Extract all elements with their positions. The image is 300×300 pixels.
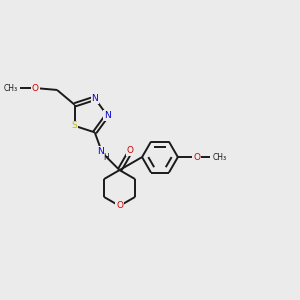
Text: O: O <box>116 201 123 210</box>
Text: CH₃: CH₃ <box>212 153 227 162</box>
Text: N: N <box>104 111 110 120</box>
Text: S: S <box>72 122 78 130</box>
Text: O: O <box>193 153 200 162</box>
Text: N: N <box>97 147 104 156</box>
Text: H: H <box>103 153 109 162</box>
Text: O: O <box>32 84 39 93</box>
Text: O: O <box>126 146 134 155</box>
Text: N: N <box>92 94 98 103</box>
Text: CH₃: CH₃ <box>4 84 18 93</box>
